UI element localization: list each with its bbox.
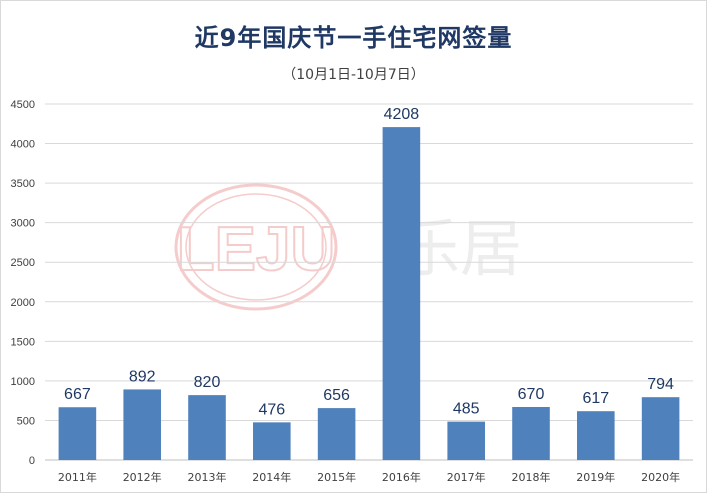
x-axis: 2011年 2012年 2013年 2014年 2015年 2016年 2017年 2018年… — [58, 470, 680, 484]
data-label: 617 — [582, 390, 609, 407]
x-tick-label: 2016年 — [382, 470, 421, 484]
data-label: 656 — [323, 387, 350, 404]
bar — [641, 397, 680, 460]
x-tick-label: 2015年 — [317, 470, 356, 484]
x-tick-label: 2012年 — [123, 470, 162, 484]
bar — [58, 407, 97, 460]
x-tick-label: 2017年 — [447, 470, 486, 484]
data-label: 892 — [129, 368, 156, 385]
y-tick-label: 0 — [29, 455, 35, 467]
watermark-ring — [174, 183, 338, 311]
bar — [188, 395, 226, 460]
bar — [253, 422, 291, 460]
x-tick-label: 2019年 — [576, 470, 615, 484]
data-label: 667 — [64, 386, 91, 403]
chart-title: 近9年国庆节一手住宅网签量 — [194, 24, 513, 52]
y-tick-label: 2000 — [11, 297, 35, 309]
bar — [447, 421, 485, 460]
x-tick-label: 2020年 — [641, 470, 680, 484]
chart-subtitle: （10月1日-10月7日） — [282, 67, 425, 83]
bar — [123, 389, 161, 460]
watermark: LEJU 乐居 — [174, 183, 522, 311]
watermark-logo: LEJU — [177, 215, 335, 284]
y-tick-label: 2500 — [11, 257, 35, 269]
y-axis: 0 500 1000 1500 2000 2500 3000 3500 4000 4500 — [11, 99, 35, 467]
watermark-ring-inner — [185, 193, 327, 301]
y-tick-label: 4500 — [11, 99, 35, 111]
bar — [577, 411, 615, 460]
x-tick-label: 2011年 — [58, 470, 97, 484]
data-label: 670 — [518, 386, 545, 403]
y-tick-label: 3000 — [11, 218, 35, 230]
y-tick-label: 3500 — [11, 178, 35, 190]
data-label: 820 — [194, 374, 221, 391]
x-tick-label: 2018年 — [512, 470, 551, 484]
bar — [382, 127, 421, 461]
bar — [512, 406, 550, 460]
x-tick-label: 2014年 — [252, 470, 291, 484]
bar — [317, 408, 356, 460]
data-label: 476 — [258, 401, 285, 418]
y-tick-label: 1000 — [11, 376, 35, 388]
x-tick-label: 2013年 — [188, 470, 227, 484]
y-tick-label: 1500 — [11, 336, 35, 348]
bars — [58, 127, 680, 461]
y-tick-label: 4000 — [11, 139, 35, 151]
data-label: 4208 — [384, 106, 420, 123]
data-label: 485 — [453, 401, 480, 418]
data-labels: 667 892 820 476 656 4208 485 670 617 794 — [64, 106, 674, 418]
y-tick-label: 500 — [17, 415, 35, 427]
data-label: 794 — [647, 376, 674, 393]
